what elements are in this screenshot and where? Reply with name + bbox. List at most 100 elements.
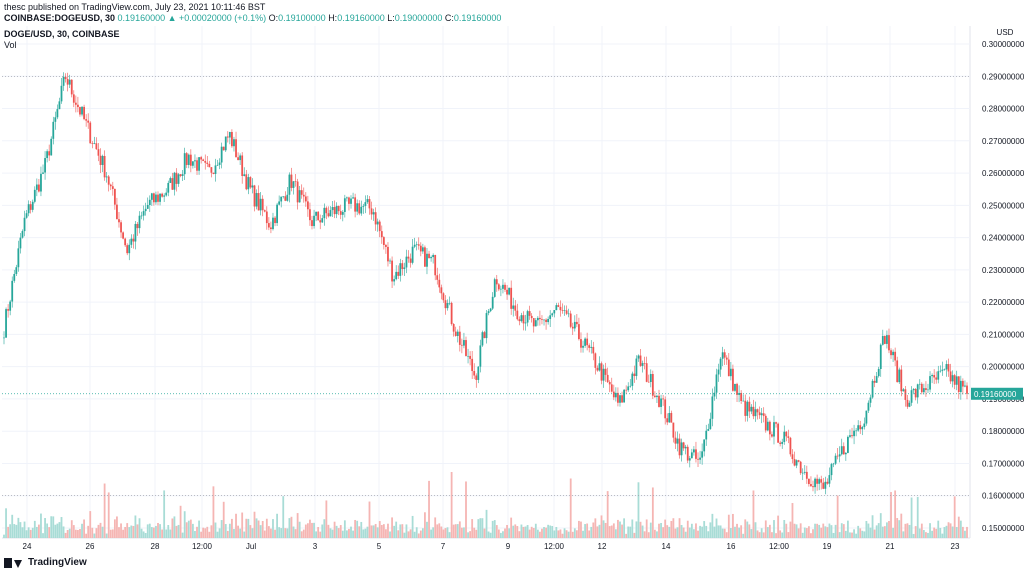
candle-body xyxy=(415,244,418,245)
volume-bar xyxy=(290,516,293,538)
candle-body xyxy=(900,369,903,392)
volume-bar xyxy=(292,526,295,538)
candle-body xyxy=(530,315,533,319)
candle-body xyxy=(348,197,350,204)
volume-bar xyxy=(282,496,285,538)
volume-bar xyxy=(128,527,131,538)
volume-bar xyxy=(947,522,950,538)
volume-bar xyxy=(467,532,469,538)
volume-bar xyxy=(832,532,835,538)
candle-body xyxy=(534,320,537,327)
volume-bar xyxy=(629,526,632,538)
candle-body xyxy=(807,478,810,485)
y-tick-label: 0.16000000 xyxy=(982,492,1024,501)
volume-bar xyxy=(346,530,348,538)
volume-bar xyxy=(941,533,944,538)
candle-body xyxy=(612,391,615,398)
candle-body xyxy=(430,257,432,259)
volume-bar xyxy=(267,526,270,538)
candle-body xyxy=(580,339,582,348)
volume-bar xyxy=(530,526,533,538)
time-axis[interactable]: 24 26 28 12:00 Jul 3 5 7 9 12:00 12 14 16 12:00 19 21 23 xyxy=(23,542,960,551)
volume-bar xyxy=(181,532,184,538)
volume-bar xyxy=(522,526,525,538)
volume-bar xyxy=(734,526,736,538)
volume-bar xyxy=(185,522,188,538)
candle-body xyxy=(397,271,400,276)
volume-bar xyxy=(48,527,51,538)
price-axis[interactable]: USD 0.30000000 0.29000000 0.28000000 0.27000… xyxy=(982,28,1024,533)
candle-body xyxy=(555,305,558,311)
candle-body xyxy=(697,458,699,460)
candle-body xyxy=(922,388,925,393)
volume-bar xyxy=(220,520,223,538)
candle-body xyxy=(532,318,535,327)
candle-body xyxy=(192,161,194,166)
volume-bar xyxy=(666,525,669,538)
candle-body xyxy=(405,256,408,268)
volume-bar xyxy=(495,525,498,538)
volume-bar xyxy=(226,530,229,538)
volume-bar xyxy=(169,529,172,538)
candle-body xyxy=(518,319,521,322)
candle-body xyxy=(939,370,942,372)
volume-bar xyxy=(113,519,116,538)
volume-bar xyxy=(224,524,227,538)
candle-body xyxy=(169,178,172,183)
brand-name: TradingView xyxy=(28,557,87,568)
candle-body xyxy=(286,194,289,201)
candle-body xyxy=(15,267,18,274)
candle-body xyxy=(17,248,20,268)
volume-bar xyxy=(493,520,496,538)
volume-bar xyxy=(339,525,342,538)
candle-body xyxy=(19,237,22,249)
candle-body xyxy=(161,193,164,197)
candle-body xyxy=(109,184,112,187)
candle-body xyxy=(567,313,570,315)
volume-bar xyxy=(458,521,461,538)
volume-bar xyxy=(419,530,422,538)
volume-bar xyxy=(251,528,254,538)
volume-bar xyxy=(779,530,782,538)
y-tick-label: 0.20000000 xyxy=(982,363,1024,372)
candle-body xyxy=(317,211,320,221)
volume-bar xyxy=(719,525,722,538)
volume-bar xyxy=(612,523,615,538)
candle-body xyxy=(629,385,632,387)
volume-bar xyxy=(103,483,106,538)
y-tick-label: 0.18000000 xyxy=(982,427,1024,436)
candle-body xyxy=(395,271,398,280)
candle-body xyxy=(890,350,892,356)
footer-brand[interactable]: TradingView xyxy=(4,557,87,568)
x-tick-label: 5 xyxy=(377,542,382,551)
candle-body xyxy=(935,377,938,380)
candle-body xyxy=(703,439,706,452)
volume-bar xyxy=(120,523,122,538)
candle-body xyxy=(343,198,346,212)
candle-body xyxy=(401,263,404,269)
candle-body xyxy=(680,442,683,456)
candle-body xyxy=(543,319,545,321)
pane-title: DOGE/USD, 30, COINBASE xyxy=(4,29,120,39)
candle-body xyxy=(643,363,646,364)
volume-bar xyxy=(72,525,75,538)
volume-bar xyxy=(380,524,383,538)
volume-bar xyxy=(298,521,301,538)
candle-body xyxy=(157,194,159,202)
candle-body xyxy=(896,360,899,383)
volume-bar xyxy=(378,521,381,538)
volume-bar xyxy=(939,527,942,538)
candle-body xyxy=(475,375,478,380)
volume-bar xyxy=(446,527,449,538)
volume-bar xyxy=(526,525,529,538)
volume-bar xyxy=(70,520,73,538)
candle-body xyxy=(372,212,375,215)
volume-bar xyxy=(300,531,303,538)
volume-bar xyxy=(15,524,18,538)
volume-bar xyxy=(902,531,905,538)
candle-body xyxy=(257,193,260,211)
y-tick-label: 0.28000000 xyxy=(982,105,1024,114)
volume-bar xyxy=(146,524,149,538)
volume-bar xyxy=(590,526,593,538)
